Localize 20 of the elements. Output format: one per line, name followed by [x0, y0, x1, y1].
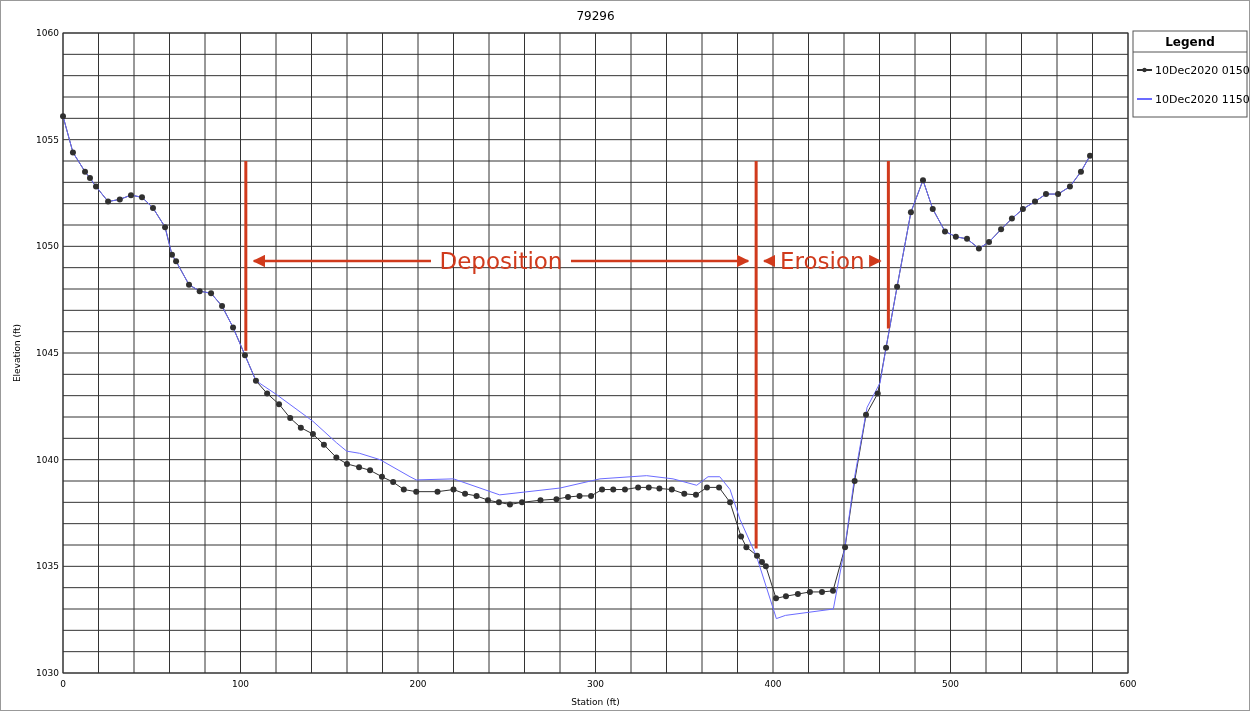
y-tick-label: 1055: [36, 134, 59, 145]
x-tick-label: 400: [764, 679, 782, 689]
x-axis-title: Station (ft): [571, 697, 620, 707]
y-axis-title: Elevation (ft): [12, 323, 22, 383]
y-tick-label: 1030: [36, 668, 60, 678]
x-tick-label: 600: [1119, 679, 1137, 689]
y-tick-label: 1050: [36, 241, 60, 252]
legend-title: Legend: [1165, 35, 1215, 49]
x-tick-label: 300: [586, 679, 605, 689]
x-tick-label: 200: [409, 679, 427, 689]
x-tick-label: 0: [60, 679, 67, 689]
y-tick-label: 1035: [36, 561, 59, 572]
y-tick-label: 1060: [36, 28, 60, 38]
chart-title: 79296: [576, 9, 615, 23]
legend-label: 10Dec2020 0150: [1155, 64, 1250, 77]
legend-label: 10Dec2020 1150: [1155, 93, 1250, 106]
x-tick-label: 100: [231, 679, 250, 689]
y-tick-label: 1040: [36, 454, 60, 465]
y-tick-label: 1045: [36, 348, 59, 358]
x-tick-label: 500: [941, 679, 960, 689]
